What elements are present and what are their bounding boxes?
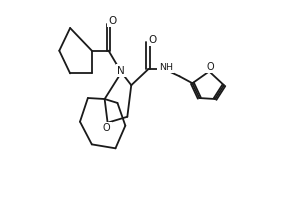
Text: O: O — [206, 62, 214, 72]
Text: O: O — [148, 35, 157, 45]
Text: O: O — [109, 16, 117, 26]
Text: NH: NH — [159, 63, 173, 72]
Text: O: O — [103, 123, 110, 133]
Text: N: N — [117, 66, 125, 76]
